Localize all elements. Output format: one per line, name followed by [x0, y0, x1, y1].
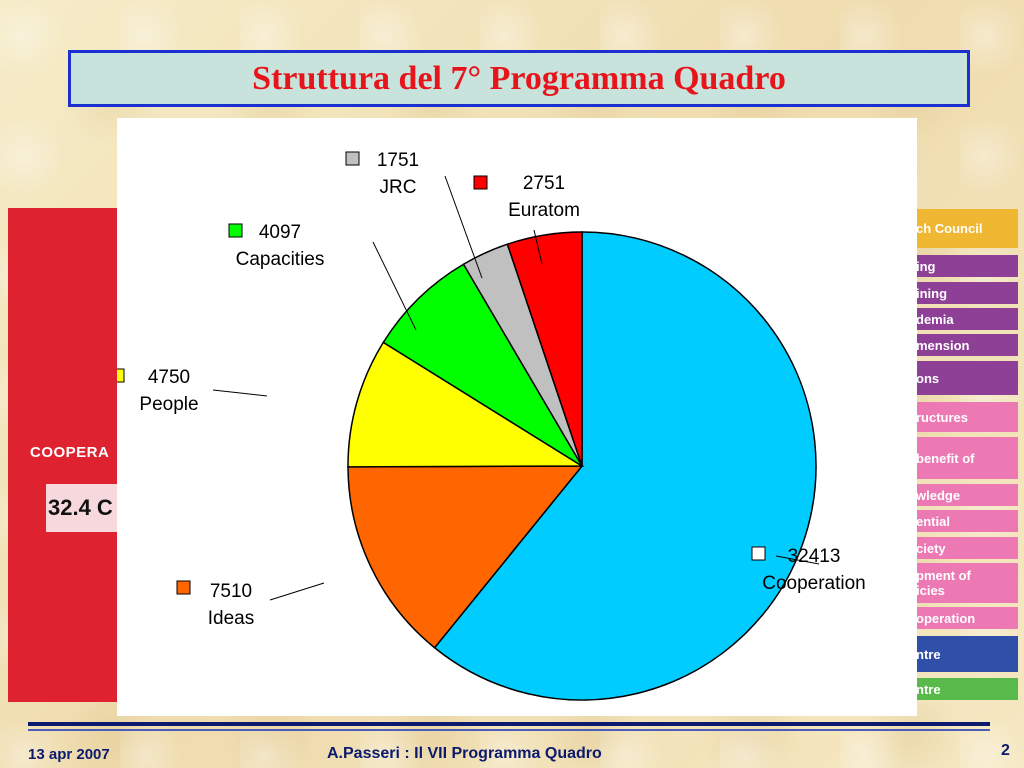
background-right-item: mension: [906, 334, 1018, 356]
pie-label-capacities: 4097 Capacities: [228, 222, 417, 331]
background-right-item-label: ential: [916, 513, 950, 529]
background-right-item: ing: [906, 255, 1018, 277]
page-number: 2: [1001, 742, 1010, 759]
background-right-item-label: ch Council: [916, 221, 983, 236]
background-right-item: ntre: [906, 678, 1018, 700]
background-cooperation-value-box: 32.4 C: [46, 484, 118, 532]
background-right-item-label: ing: [916, 258, 936, 274]
background-cooperation-value: 32.4 C: [48, 495, 113, 520]
background-right-item-label: ructures: [916, 409, 969, 425]
footer-date: 13 apr 2007: [28, 746, 110, 763]
background-right-item: ch Council: [906, 209, 1018, 248]
slice-category-label: JRC: [380, 177, 417, 198]
leader-line: [212, 389, 268, 397]
background-right-item: ential: [906, 510, 1018, 532]
pie-slice-ideas: [347, 465, 584, 649]
legend-swatch: [345, 151, 360, 166]
background-right-item-label: ntre: [916, 681, 941, 697]
leader-line: [444, 175, 483, 279]
pie-slice-euratom: [506, 231, 583, 467]
background-right-item-label: operation: [916, 610, 976, 626]
background-right-item: ntre: [906, 636, 1018, 672]
background-right-item: pment of icies: [906, 563, 1018, 603]
background-right-item: ciety: [906, 537, 1018, 559]
slice-value-label: 1751: [377, 150, 419, 171]
slide-title-box: Struttura del 7° Programma Quadro: [68, 50, 970, 107]
legend-swatch: [176, 580, 191, 595]
slide-title: Struttura del 7° Programma Quadro: [252, 59, 786, 97]
slice-category-label: Cooperation: [762, 573, 866, 594]
slice-value-label: 4750: [148, 367, 190, 388]
slice-category-label: Euratom: [508, 200, 580, 221]
slice-value-label: 7510: [210, 581, 252, 602]
slice-category-label: Capacities: [236, 249, 325, 270]
background-right-item-label: ntre: [916, 646, 941, 662]
background-cooperation-label: COOPERA: [30, 444, 110, 461]
pie-label-jrc: 1751 JRC: [345, 150, 483, 279]
pie-slice-people: [347, 341, 585, 468]
background-right-item: ons: [906, 361, 1018, 395]
slice-category-label: Ideas: [208, 608, 254, 629]
slice-category-label: People: [139, 394, 198, 415]
background-right-item-label: ining: [916, 285, 948, 301]
chart-panel: 32413 Cooperation 7510 Ideas 4750 People 4097 C…: [117, 118, 917, 716]
leader-line: [269, 582, 325, 601]
pie-label-euratom: 2751 Euratom: [473, 173, 580, 265]
legend-swatch: [228, 223, 243, 238]
pie-slice-capacities: [382, 263, 583, 467]
background-right-item-label: pment of icies: [916, 568, 971, 598]
legend-swatch: [473, 175, 488, 190]
background-right-item: ructures: [906, 402, 1018, 432]
slice-value-label: 2751: [523, 173, 565, 194]
background-right-item: operation: [906, 607, 1018, 629]
background-right-item-label: benefit of: [916, 450, 975, 466]
background-right-item: demia: [906, 308, 1018, 330]
leader-line: [533, 229, 543, 265]
legend-swatch: [751, 546, 766, 561]
footer-divider: [28, 722, 990, 726]
pie-label-ideas: 7510 Ideas: [176, 580, 325, 629]
pie-label-cooperation: 32413 Cooperation: [751, 546, 866, 594]
background-right-item-label: wledge: [916, 487, 961, 503]
background-right-item-label: ciety: [916, 540, 946, 556]
legend-swatch: [117, 368, 125, 383]
background-right-item: benefit of: [906, 437, 1018, 479]
background-right-item: ining: [906, 282, 1018, 304]
pie-chart: 32413 Cooperation 7510 Ideas 4750 People 4097 C…: [117, 150, 866, 701]
leader-line: [372, 241, 417, 331]
background-right-item-label: ons: [916, 370, 940, 386]
footer-divider-thin: [28, 729, 990, 731]
pie-label-people: 4750 People: [117, 367, 268, 415]
footer-presentation-title: A.Passeri : Il VII Programma Quadro: [327, 745, 602, 762]
slice-value-label: 32413: [788, 546, 841, 567]
slice-value-label: 4097: [259, 222, 301, 243]
background-right-item-label: demia: [916, 311, 954, 327]
background-right-item: wledge: [906, 484, 1018, 506]
pie-slice-cooperation: [433, 231, 817, 701]
background-cooperation-panel: [8, 208, 118, 702]
leader-line: [775, 555, 820, 565]
background-right-item-label: mension: [916, 337, 970, 353]
